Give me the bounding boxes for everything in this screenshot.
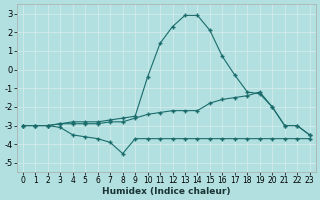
X-axis label: Humidex (Indice chaleur): Humidex (Indice chaleur) — [102, 187, 230, 196]
